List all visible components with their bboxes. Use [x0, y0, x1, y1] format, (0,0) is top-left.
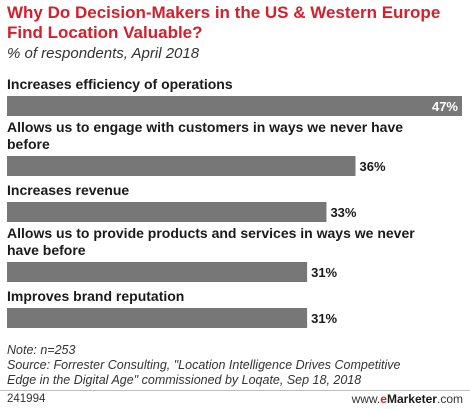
chart-subtitle: % of respondents, April 2018 [7, 45, 200, 62]
value-label: 31% [311, 265, 337, 280]
chart-id: 241994 [7, 393, 46, 405]
source-line-2: Edge in the Digital Age" commissioned by… [7, 373, 362, 387]
bar [7, 96, 462, 116]
brand-suffix: .com [436, 392, 463, 406]
bar [7, 156, 356, 176]
brand-name: Marketer [386, 392, 437, 406]
source-text: Source: Forrester Consulting, "Location … [7, 358, 463, 388]
note-text: Note: n=253 [7, 343, 76, 357]
value-label: 31% [311, 311, 337, 326]
value-label: 47% [432, 99, 458, 114]
chart-title: Why Do Decision-Makers in the US & Weste… [7, 3, 441, 42]
value-label: 36% [360, 159, 386, 174]
category-label: Increases revenue [7, 182, 129, 198]
bar [7, 262, 308, 282]
category-label: have before [7, 242, 86, 258]
brand-e: e [380, 392, 387, 406]
category-label: before [7, 136, 50, 152]
value-label: 33% [330, 205, 356, 220]
bar-plot: Increases efficiency of operations 47% All… [7, 76, 462, 328]
bar [7, 308, 308, 328]
bar [7, 202, 327, 222]
brand-logo: www.eMarketer.com [352, 392, 463, 406]
source-line-1: Source: Forrester Consulting, "Location … [7, 358, 401, 372]
brand-prefix: www. [351, 392, 381, 406]
footer-divider [0, 390, 470, 391]
category-label: Allows us to provide products and servic… [7, 225, 415, 241]
category-label: Improves brand reputation [7, 288, 184, 304]
category-label: Allows us to engage with customers in wa… [7, 119, 403, 135]
category-label: Increases efficiency of operations [7, 76, 233, 92]
